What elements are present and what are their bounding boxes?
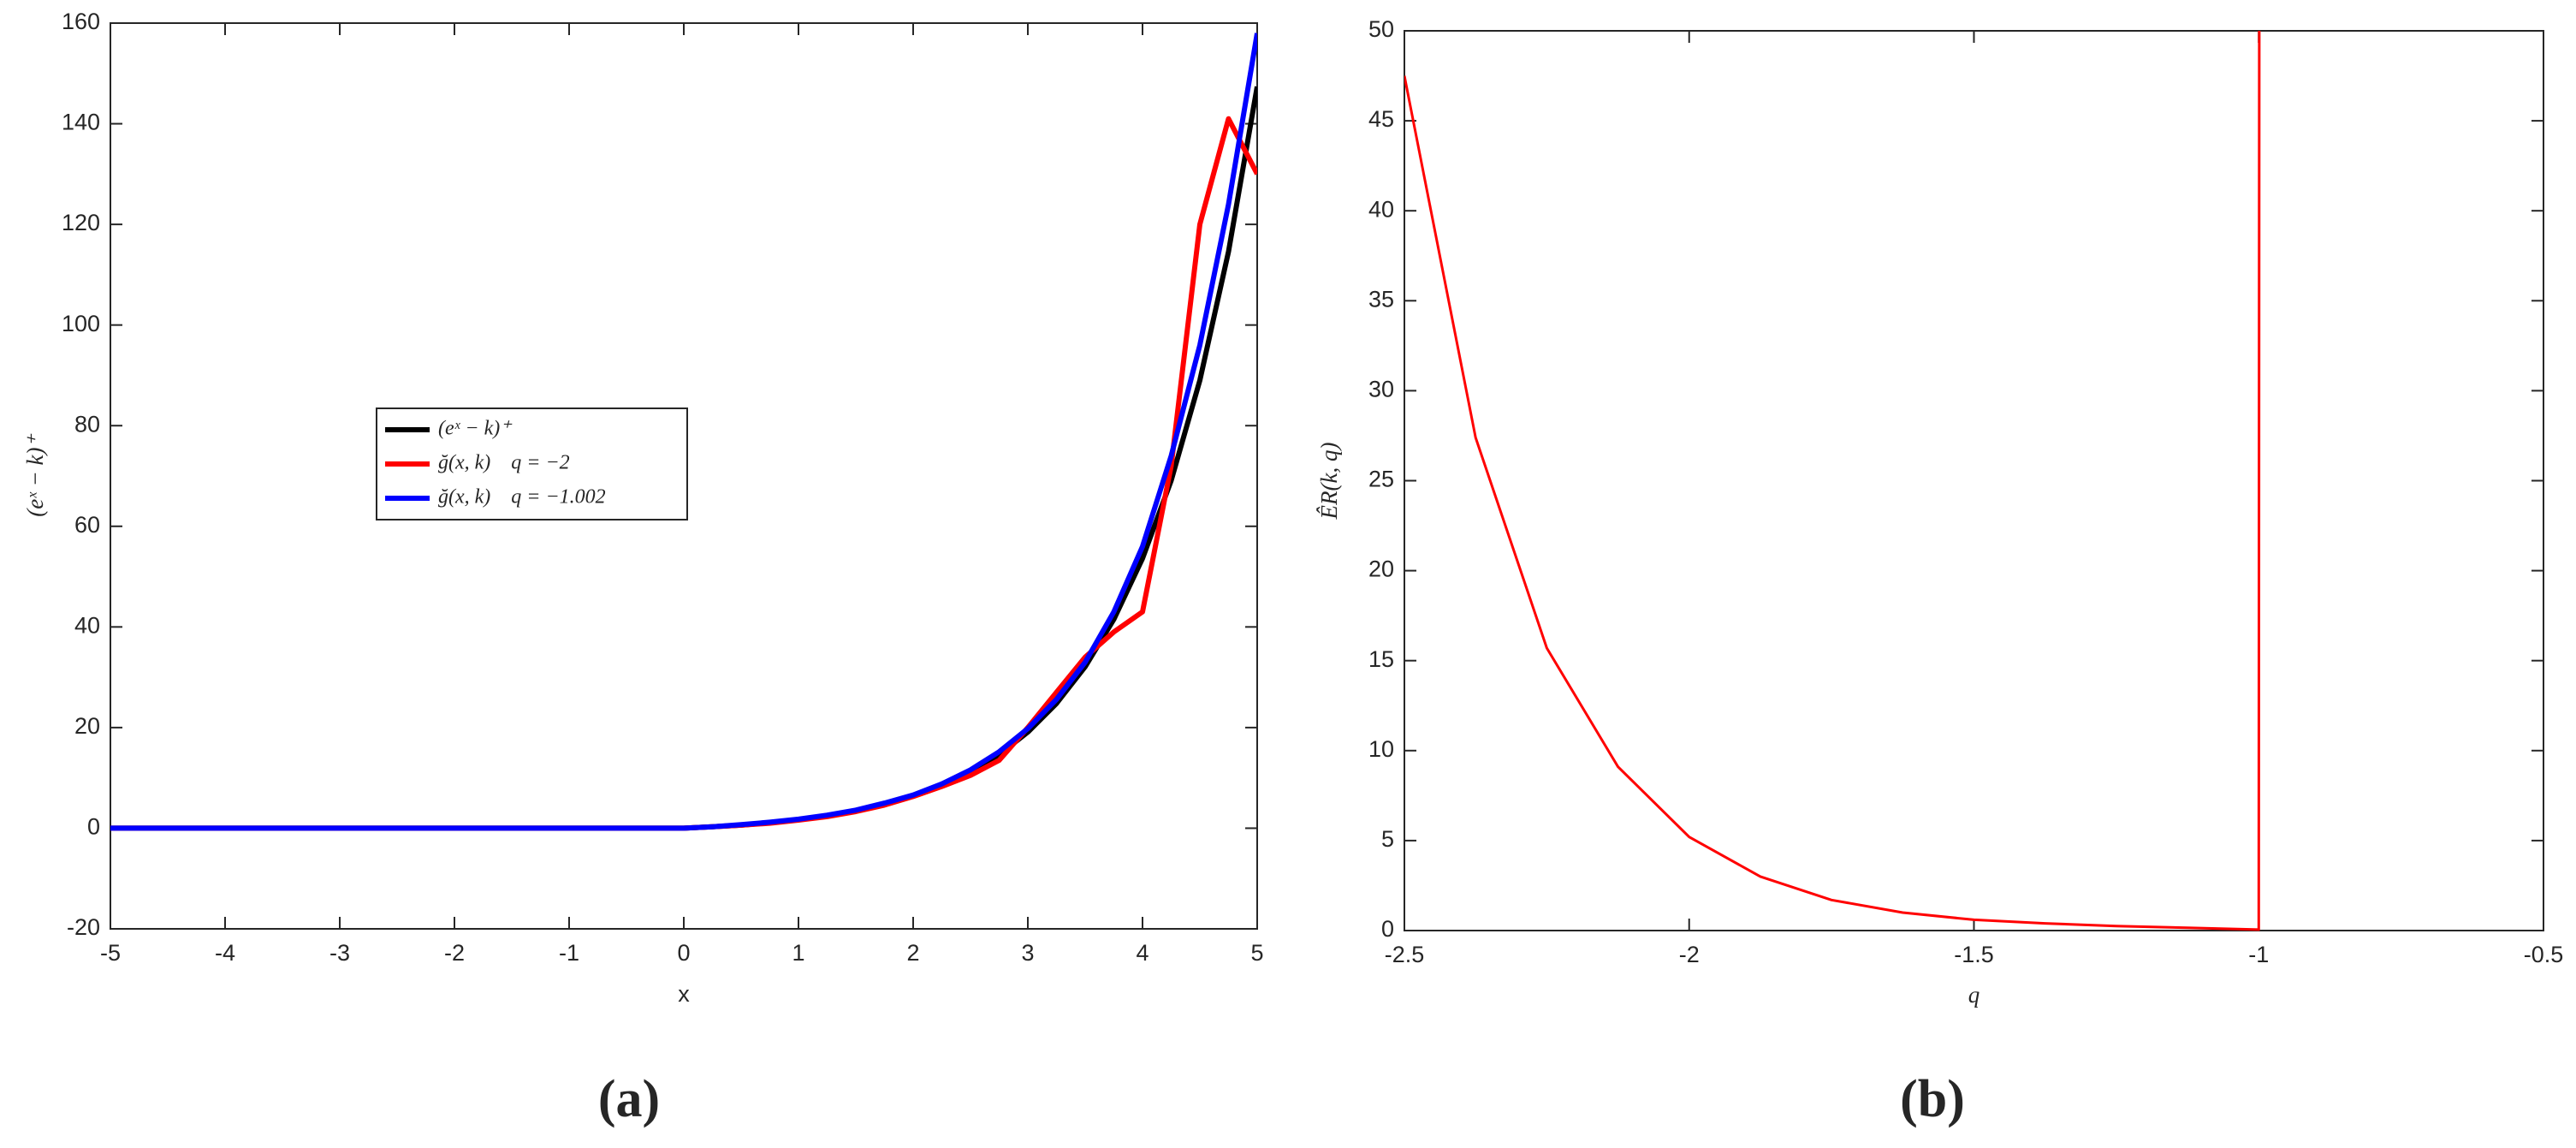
legend-label: ğ(x, k) q = −2 [438,452,570,474]
x-tick-label: -5 [100,940,121,966]
y-tick-label: 40 [74,612,100,638]
x-tick-label: 1 [792,940,804,966]
y-axis-label: (eˣ − k)⁺ [22,433,48,516]
y-tick-label: 30 [1368,377,1394,402]
x-tick-label: -2 [444,940,465,966]
caption: (b) [1900,1070,1965,1128]
y-tick-label: 100 [62,311,100,336]
chart: -5 -4 -3 -2 -1 0 1 2 3 4 5 -20 0 20 40 60 80 100 120 140 160… [22,9,1263,1128]
series-line [110,33,1257,831]
y-tick-label: 0 [87,814,100,840]
x-tick-label: 0 [677,940,690,966]
x-tick-label: -4 [215,940,235,966]
y-tick-label: 140 [62,110,100,135]
y-tick-label: 45 [1368,106,1394,132]
y-tick-label: 5 [1381,826,1394,852]
plot-area [1404,30,2544,931]
x-axis-label: q [1968,982,1980,1008]
x-axis-label: x [678,981,690,1007]
y-tick-label: 120 [62,210,100,235]
x-tick-label: -1 [559,940,579,966]
plot-data [1404,30,2261,931]
x-tick-label: -1.5 [1954,942,1994,967]
y-tick-label: 40 [1368,196,1394,222]
x-tick-label: 2 [906,940,919,966]
y-tick-label: 160 [62,9,100,34]
plot-data [110,33,1257,831]
x-tick-label: -1 [2248,942,2269,967]
legend-label: ğ(x, k) q = −1.002 [438,486,606,509]
x-tick-label: 4 [1136,940,1149,966]
chart: -2.5 -2 -1.5 -1 -0.5 0 5 10 15 20 25 30 35 40 45 50 q ÊR(… [1316,16,2563,1128]
legend: (eˣ − k)⁺ ğ(x, k) q = −2 ğ(x, k) q = −1.00… [376,407,688,520]
x-tick-label: 3 [1021,940,1034,966]
caption: (a) [598,1070,660,1128]
y-tick-label: 20 [74,713,100,739]
y-tick-label: 35 [1368,286,1394,312]
y-tick-label: 60 [74,512,100,538]
x-tick-label: -2.5 [1385,942,1425,967]
y-tick-label: 80 [74,411,100,437]
y-tick-label: 25 [1368,467,1394,492]
x-tick-label: 5 [1250,940,1263,966]
y-tick-label: 10 [1368,736,1394,762]
x-tick-label: -0.5 [2524,942,2564,967]
x-tick-label: -3 [329,940,350,966]
legend-label: (eˣ − k)⁺ [438,418,513,440]
y-axis-label: ÊR(k, q) [1316,443,1342,520]
y-tick-label: -20 [67,914,100,940]
y-tick-label: 50 [1368,16,1394,42]
y-tick-label: 0 [1381,916,1394,942]
series-line [1404,30,2261,931]
y-tick-label: 15 [1368,646,1394,672]
x-tick-label: -2 [1679,942,1700,967]
y-tick-label: 20 [1368,556,1394,582]
